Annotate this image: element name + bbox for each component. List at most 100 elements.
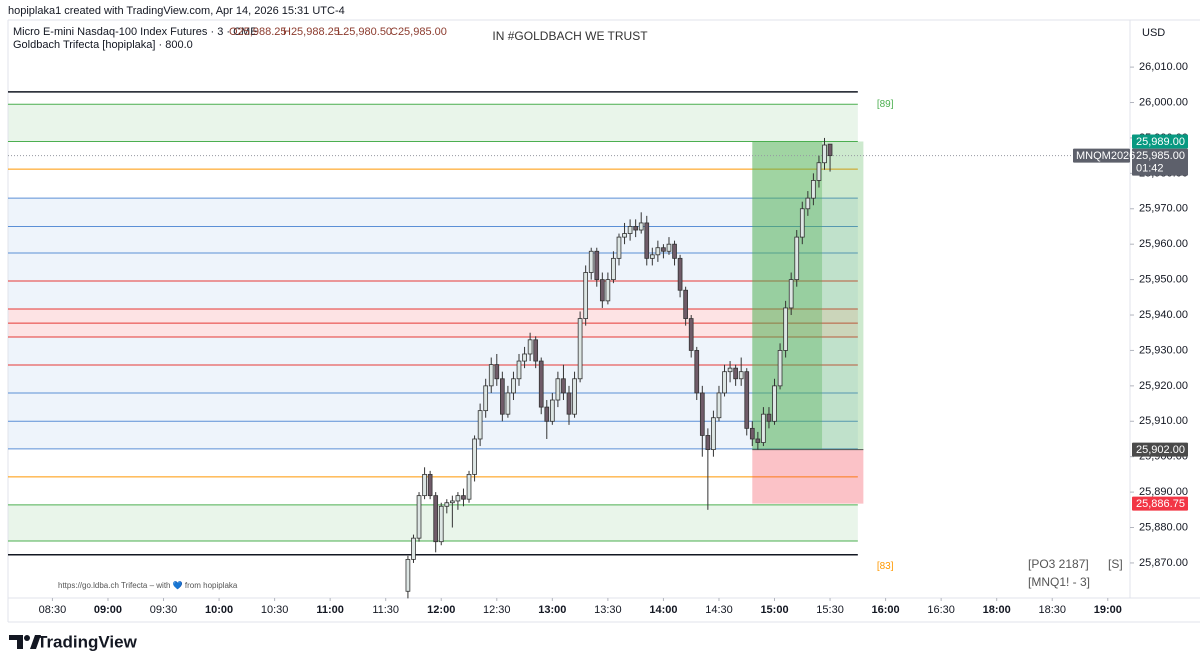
candle-body (733, 367, 738, 380)
candle-body (683, 289, 688, 319)
candle-body (500, 378, 505, 415)
candle-body (761, 413, 766, 443)
candle-body (533, 339, 539, 362)
candle-body (644, 222, 650, 259)
candle-body (672, 243, 677, 259)
candle-body (411, 537, 416, 560)
candle-body (783, 307, 788, 351)
candle-body (744, 371, 750, 429)
candle-body (444, 502, 450, 507)
candle-body (788, 279, 794, 309)
candle-body (461, 495, 466, 500)
candle-body (466, 473, 472, 500)
candle-body (805, 197, 811, 210)
background-layer (8, 104, 858, 541)
candle-body (816, 162, 822, 181)
candle-body (711, 417, 716, 451)
ohlc-open: O25,988.25 (229, 26, 287, 38)
level-tag: [83] (877, 561, 894, 572)
candle-body (772, 385, 777, 422)
candle-body (755, 438, 761, 443)
level-zone (8, 504, 858, 541)
y-tick-label: 25,890.00 (1139, 486, 1188, 498)
candle-body (522, 353, 527, 362)
ohlc-low: L25,980.50 (337, 26, 392, 38)
candle-body (572, 378, 577, 415)
candle-body (716, 392, 722, 419)
candle-body (483, 385, 489, 412)
price-tag-bg (1132, 134, 1188, 149)
symbol-tag: MNQM2026 (1076, 150, 1135, 162)
candle-body (427, 473, 433, 497)
candle-body (794, 236, 800, 281)
candle-body (555, 378, 561, 401)
candle-body (455, 495, 461, 502)
candle-body (627, 226, 633, 234)
candle-body (699, 392, 705, 436)
ticker-label: [MNQ1! - 3] (1028, 575, 1090, 589)
footer-link: https://go.ldba.ch Trifecta – with 💙 fro… (58, 581, 238, 590)
level-zone (8, 104, 858, 142)
candle-body (633, 226, 638, 231)
y-tick-label: 25,930.00 (1139, 344, 1188, 356)
y-tick-label: 25,950.00 (1139, 274, 1188, 286)
x-tick-label: 16:00 (872, 604, 900, 616)
price-tag: 25,902.00 (1136, 444, 1185, 456)
candle-body (766, 413, 772, 422)
price-tag: 25,886.75 (1136, 498, 1185, 510)
credit: hopiplaka1 created with TradingView.com,… (8, 5, 345, 17)
y-tick-label: 25,910.00 (1139, 415, 1188, 427)
x-tick-label: 15:00 (760, 604, 788, 616)
candle-body (416, 495, 422, 539)
price-tag-bg (1132, 496, 1188, 511)
price-tag: 25,989.00 (1136, 136, 1185, 148)
x-tick-label: 12:00 (427, 604, 455, 616)
y-tick-label: 25,870.00 (1139, 557, 1188, 569)
candle-body (494, 364, 500, 380)
candle-body (505, 392, 511, 415)
candle-body (511, 378, 516, 394)
candle-body (422, 473, 427, 497)
ohlc-high: H25,988.25 (283, 26, 340, 38)
candle-body (777, 350, 783, 387)
candle-body (622, 233, 627, 238)
candle-body (549, 399, 555, 422)
brand-name: TradingView (37, 632, 138, 651)
candle-body (405, 558, 411, 592)
brand-logo (9, 635, 41, 649)
candle-body (616, 236, 622, 259)
last-price-label: 25,985.00 (1136, 150, 1185, 162)
y-tick-label: 25,960.00 (1139, 238, 1188, 250)
indicator: Goldbach Trifecta [hopiplaka] · 800.0 (13, 39, 193, 51)
candle-body (661, 247, 666, 252)
candle-body (688, 318, 694, 351)
currency: USD (1142, 27, 1165, 39)
x-tick-label: 09:00 (94, 604, 122, 616)
candle-body (705, 435, 711, 451)
x-tick-label: 11:30 (372, 604, 399, 616)
candle-body (438, 505, 444, 543)
y-tick-label: 25,920.00 (1139, 380, 1188, 392)
candle-body (544, 406, 550, 422)
candle-body (677, 257, 683, 291)
x-tick-label: 11:00 (316, 604, 344, 616)
x-tick-label: 09:30 (150, 604, 178, 616)
candle-body (749, 427, 755, 440)
candle-body (583, 272, 589, 319)
candle-body (472, 438, 477, 475)
y-tick-label: 25,940.00 (1139, 309, 1188, 321)
candle-body (561, 378, 566, 394)
x-tick-label: 18:00 (983, 604, 1011, 616)
candle-body (433, 495, 439, 543)
candle-body (588, 250, 594, 273)
x-tick-label: 14:30 (705, 604, 733, 616)
x-tick-label: 13:00 (538, 604, 566, 616)
session-label: [S] (1108, 557, 1123, 571)
candle-body (666, 243, 672, 252)
candle-body (655, 247, 661, 256)
po3-label: [PO3 2187] (1028, 557, 1089, 571)
candle-body (611, 257, 616, 281)
x-tick-label: 13:30 (594, 604, 622, 616)
target-filled (752, 141, 823, 450)
candle-body (649, 254, 655, 259)
